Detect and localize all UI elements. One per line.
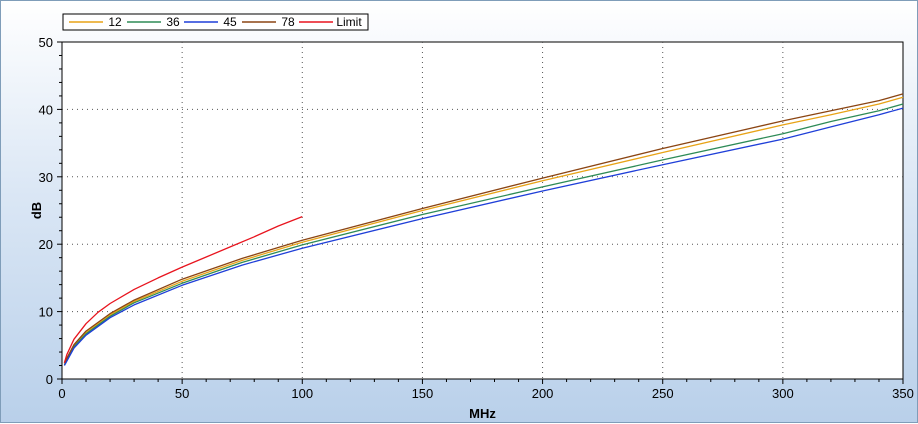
x-tick-label: 100 — [291, 386, 313, 401]
series-line-limit — [63, 215, 303, 363]
legend-item: 36 — [127, 15, 180, 29]
legend: 12 36 45 78 Limit — [62, 13, 369, 31]
legend-item: Limit — [299, 15, 362, 29]
x-tick-label: 0 — [58, 386, 65, 401]
legend-label: 78 — [281, 15, 295, 29]
x-tick-label: 50 — [175, 386, 189, 401]
legend-label: Limit — [336, 15, 362, 29]
series-line-36 — [63, 103, 904, 366]
y-tick-label: 50 — [39, 35, 53, 50]
grid — [62, 42, 903, 379]
series-lines — [63, 93, 904, 366]
x-axis-title: MHz — [469, 406, 496, 421]
x-tick-label: 250 — [652, 386, 674, 401]
series-line-12 — [63, 96, 904, 364]
x-tick-label: 350 — [892, 386, 914, 401]
y-tick-label: 20 — [39, 237, 53, 252]
plot-area — [61, 41, 904, 380]
x-tick-label: 150 — [412, 386, 434, 401]
legend-item: 78 — [242, 15, 295, 29]
y-axis-title: dB — [29, 202, 44, 219]
x-tick-label: 300 — [772, 386, 794, 401]
x-tick-label: 200 — [532, 386, 554, 401]
y-tick-label: 30 — [39, 170, 53, 185]
legend-label: 36 — [166, 15, 180, 29]
y-tick-label: 40 — [39, 102, 53, 117]
y-tick-label: 0 — [46, 372, 53, 387]
legend-label: 12 — [108, 15, 122, 29]
legend-item: 45 — [184, 15, 237, 29]
legend-item: 12 — [69, 15, 122, 29]
legend-label: 45 — [223, 15, 237, 29]
series-line-45 — [63, 107, 904, 366]
series-line-78 — [63, 93, 904, 364]
axes: 0 50 100 150 200 250 300 350 0 10 20 30 40 50 — [39, 35, 914, 401]
y-tick-label: 10 — [39, 305, 53, 320]
